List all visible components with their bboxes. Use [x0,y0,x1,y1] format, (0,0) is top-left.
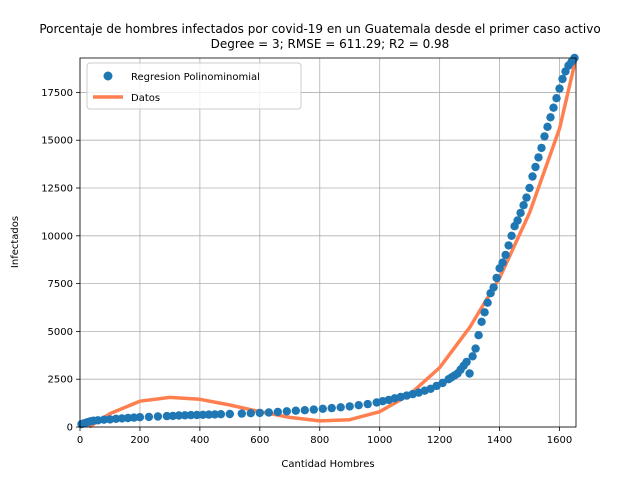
legend-box [86,62,302,110]
data-point [174,411,184,420]
data-point [438,378,447,388]
data-point [534,153,543,162]
data-point [483,298,492,307]
x-tick-label: 1600 [547,435,572,446]
x-tick-label: 0 [77,435,83,446]
data-point [531,162,540,172]
x-tick-label: 400 [190,435,209,446]
data-point [168,411,178,421]
data-point [309,405,318,414]
x-tick-label: 1200 [427,435,452,446]
data-point [135,413,145,422]
data-point [516,208,525,218]
legend-marker-scatter [103,71,113,81]
legend-label-line: Datos [131,93,160,104]
data-point [327,403,336,413]
data-point [519,201,528,210]
y-axis-ticks: 0 2500 5000 7500 10000 12500 15000 17500 [41,88,80,434]
y-tick-label: 12500 [41,184,73,195]
chart-title: Porcentaje de hombres infectados por cov… [39,22,600,36]
data-point [462,357,471,367]
y-tick-label: 5000 [48,327,73,338]
data-point [552,94,561,103]
y-tick-label: 7500 [48,279,73,290]
data-point [144,412,154,422]
data-point [204,410,214,419]
data-point [216,410,226,419]
data-point [528,172,537,181]
y-tick-label: 10000 [41,231,73,242]
x-tick-label: 1000 [367,435,392,446]
data-point [540,132,549,141]
data-point [558,74,567,84]
data-point [522,193,531,202]
data-point [546,113,555,122]
data-point [273,407,282,417]
data-point [549,103,558,112]
data-point [210,410,220,419]
data-point [153,412,163,421]
data-point [282,407,291,416]
data-point [507,231,516,240]
data-point [99,415,109,424]
data-point [180,411,190,420]
data-point [318,404,327,413]
data-point [198,410,208,419]
plot-frame [79,57,577,428]
data-point [513,216,522,225]
x-tick-label: 800 [310,435,329,446]
data-point [489,283,498,292]
data-point [345,402,354,411]
y-tick-label: 17500 [41,88,73,99]
data-point [255,408,264,418]
data-point [465,369,474,378]
series-line-datos [88,57,578,429]
regression-line-layer [88,57,578,429]
data-point [111,414,121,423]
data-point [237,409,246,418]
data-point [363,399,372,409]
data-point [225,409,234,419]
data-point [543,122,552,131]
x-axis-label: Cantidad Hombres [281,459,374,470]
data-point [537,143,546,153]
data-point [468,352,477,361]
legend-label-scatter: Regresion Polinominomial [131,72,260,83]
data-point [477,317,486,326]
data-point [504,241,513,250]
chart-subtitle: Degree = 3; RMSE = 611.29; R2 = 0.98 [211,37,450,51]
y-tick-label: 15000 [41,136,73,147]
data-point [192,410,202,420]
data-point [480,308,489,317]
data-point [354,401,363,410]
data-point [336,403,345,412]
x-tick-label: 1400 [487,435,512,446]
data-point [162,411,172,421]
data-point [498,258,507,267]
data-point [471,344,480,353]
y-tick-label: 2500 [48,375,73,386]
y-tick-label: 0 [67,423,73,434]
data-point [555,84,564,93]
data-point [492,273,501,283]
y-axis-label: Infectados [10,216,21,268]
data-point [501,250,510,260]
x-axis-ticks: 0 200 400 600 800 1000 1200 1400 1600 [77,427,572,446]
plot-border [79,57,577,428]
data-points-layer [77,53,579,429]
data-point [300,406,309,415]
x-tick-label: 200 [130,435,149,446]
data-point [264,408,273,417]
data-point [186,410,196,420]
data-point [291,406,300,415]
data-point [129,413,139,422]
data-point [525,183,534,193]
data-point [117,414,127,423]
data-point [474,331,483,340]
x-tick-label: 600 [250,435,269,446]
data-point [246,409,255,418]
legend: Regresion Polinominomial Datos [86,62,302,110]
